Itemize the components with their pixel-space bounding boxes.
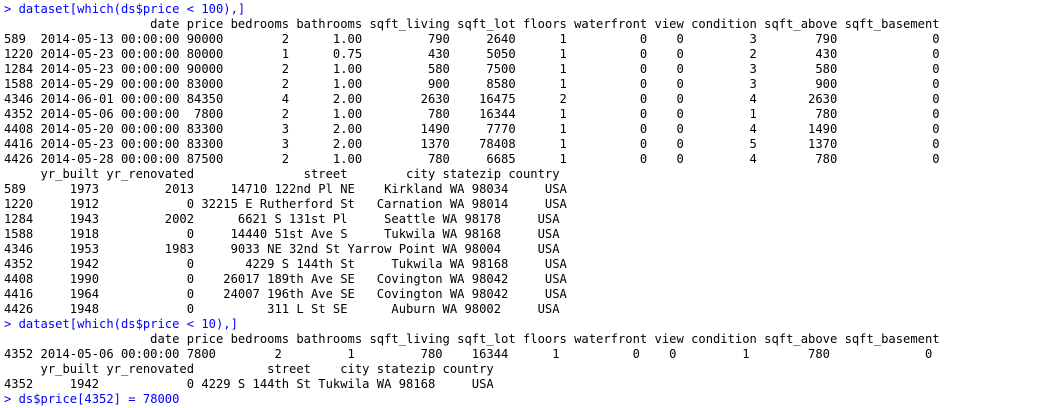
- console-output-line: 4352 1942 0 4229 S 144th St Tukwila WA 9…: [4, 257, 567, 271]
- console-input-text: dataset[which(ds$price < 10),]: [18, 317, 238, 331]
- console-output-line: 589 2014-05-13 00:00:00 90000 2 1.00 790…: [4, 32, 940, 46]
- prompt-symbol: >: [4, 2, 19, 16]
- console-output-line: 1588 1918 0 14440 51st Ave S Tukwila WA …: [4, 227, 560, 241]
- prompt-symbol: >: [4, 392, 19, 406]
- console-output-line: 1220 2014-05-23 00:00:00 80000 1 0.75 43…: [4, 47, 940, 61]
- console-input-text[interactable]: ds$price[4352] = 78000: [18, 392, 180, 406]
- console-output-line: 4408 2014-05-20 00:00:00 83300 3 2.00 14…: [4, 122, 940, 136]
- console-output-line: 4352 2014-05-06 00:00:00 7800 2 1 780 16…: [4, 347, 933, 361]
- console-output-line: 4352 1942 0 4229 S 144th St Tukwila WA 9…: [4, 377, 494, 391]
- console-output-line: 4426 1948 0 311 L St SE Auburn WA 98002 …: [4, 302, 560, 316]
- console-output-line: 589 1973 2013 14710 122nd Pl NE Kirkland…: [4, 182, 567, 196]
- console-output-line: 1220 1912 0 32215 E Rutherford St Carnat…: [4, 197, 567, 211]
- console-output-line: yr_built yr_renovated street city statez…: [4, 362, 494, 376]
- console-input-text: dataset[which(ds$price < 100),]: [18, 2, 246, 16]
- console-output-line: yr_built yr_renovated street city statez…: [4, 167, 560, 181]
- console-output-line: date price bedrooms bathrooms sqft_livin…: [4, 332, 940, 346]
- console-output-line: 4352 2014-05-06 00:00:00 7800 2 1.00 780…: [4, 107, 940, 121]
- console-input-line[interactable]: > ds$price[4352] = 78000: [4, 392, 1054, 407]
- console-output-line: 4346 2014-06-01 00:00:00 84350 4 2.00 26…: [4, 92, 940, 106]
- console-output-line: 4416 2014-05-23 00:00:00 83300 3 2.00 13…: [4, 137, 940, 151]
- console-output-line: 1284 1943 2002 6621 S 131st Pl Seattle W…: [4, 212, 560, 226]
- console-output-line: 4426 2014-05-28 00:00:00 87500 2 1.00 78…: [4, 152, 940, 166]
- console-input-line: > dataset[which(ds$price < 100),]: [4, 2, 1054, 17]
- console-output-line: 4408 1990 0 26017 189th Ave SE Covington…: [4, 272, 567, 286]
- console-input-line: > dataset[which(ds$price < 10),]: [4, 317, 1054, 332]
- prompt-symbol: >: [4, 317, 19, 331]
- console-output-line: 4416 1964 0 24007 196th Ave SE Covington…: [4, 287, 567, 301]
- console-output-line: date price bedrooms bathrooms sqft_livin…: [4, 17, 940, 31]
- console-output-line: 1284 2014-05-23 00:00:00 90000 2 1.00 58…: [4, 62, 940, 76]
- console-output-line: 1588 2014-05-29 00:00:00 83000 2 1.00 90…: [4, 77, 940, 91]
- console-output-line: 4346 1953 1983 9033 NE 32nd St Yarrow Po…: [4, 242, 560, 256]
